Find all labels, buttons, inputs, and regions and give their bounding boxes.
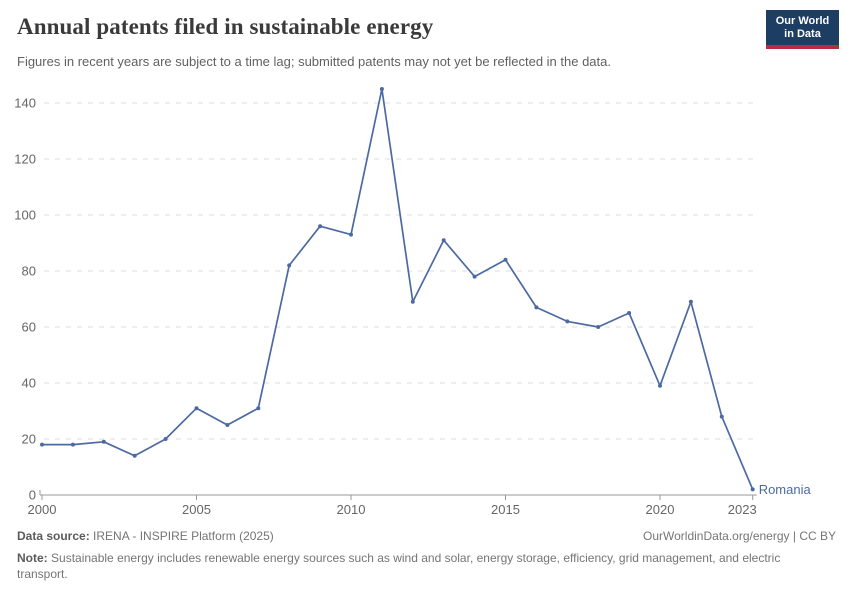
x-tick-label-2015: 2015 <box>491 502 520 517</box>
data-point-2001[interactable] <box>70 442 75 447</box>
data-point-2009[interactable] <box>318 224 323 229</box>
data-point-2012[interactable] <box>410 299 415 304</box>
y-tick-label-80: 80 <box>22 264 36 279</box>
owid-license-link[interactable]: OurWorldinData.org/energy | CC BY <box>643 529 836 543</box>
y-tick-label-40: 40 <box>22 376 36 391</box>
y-tick-label-60: 60 <box>22 320 36 335</box>
chart-plot-area[interactable]: 0 20 40 60 80 100 120 140 2000 2005 2010 2015 2020 20… <box>0 75 850 530</box>
note-label: Note: <box>17 551 48 565</box>
chart-footer: Data source: IRENA - INSPIRE Platform (2… <box>17 529 836 582</box>
page-title: Annual patents filed in sustainable ener… <box>17 14 434 39</box>
data-point-2000[interactable] <box>40 442 44 447</box>
y-tick-label-20: 20 <box>22 432 36 447</box>
x-tick-label-2023: 2023 <box>728 502 757 517</box>
data-point-2014[interactable] <box>472 274 477 279</box>
x-tick-label-2000: 2000 <box>28 502 57 517</box>
series-line-romania[interactable] <box>41 88 754 491</box>
x-tick-label-2020: 2020 <box>646 502 675 517</box>
entity-end-label[interactable]: Romania <box>759 482 812 497</box>
data-point-2018[interactable] <box>596 325 601 329</box>
data-point-2023[interactable] <box>750 487 755 492</box>
data-point-2015[interactable] <box>503 257 508 262</box>
y-tick-label-0: 0 <box>29 488 36 503</box>
data-point-2017[interactable] <box>565 319 570 324</box>
data-source-value: IRENA - INSPIRE Platform (2025) <box>93 529 274 543</box>
x-tick-label-2010: 2010 <box>337 502 366 517</box>
data-source-label: Data source: <box>17 529 90 543</box>
data-point-2011[interactable] <box>379 87 384 91</box>
data-point-2020[interactable] <box>658 383 662 388</box>
data-point-2010[interactable] <box>349 232 353 237</box>
data-source: Data source: IRENA - INSPIRE Platform (2… <box>17 529 274 543</box>
data-point-2006[interactable] <box>225 423 230 427</box>
x-tick-label-2005: 2005 <box>182 502 211 517</box>
line-chart-svg[interactable]: 0 20 40 60 80 100 120 140 2000 2005 2010 2015 2020 20… <box>0 75 850 530</box>
data-point-2004[interactable] <box>163 437 168 441</box>
chart-subtitle: Figures in recent years are subject to a… <box>17 54 611 69</box>
data-point-2007[interactable] <box>256 406 261 411</box>
data-point-2022[interactable] <box>719 414 724 419</box>
data-point-2019[interactable] <box>627 311 632 315</box>
owid-logo[interactable]: Our World in Data <box>766 10 839 49</box>
chart-note: Note: Sustainable energy includes renewa… <box>17 550 803 582</box>
owid-logo-line1: Our World <box>775 15 830 27</box>
note-value: Sustainable energy includes renewable en… <box>17 551 781 581</box>
data-point-2002[interactable] <box>101 439 106 444</box>
data-point-2008[interactable] <box>287 263 292 268</box>
data-point-2013[interactable] <box>441 238 446 243</box>
data-point-2003[interactable] <box>132 453 137 458</box>
y-tick-label-140: 140 <box>14 96 36 111</box>
y-tick-label-120: 120 <box>14 152 36 167</box>
owid-logo-line2: in Data <box>784 28 821 40</box>
data-point-2005[interactable] <box>194 406 199 411</box>
data-point-2016[interactable] <box>534 305 539 310</box>
y-tick-label-100: 100 <box>14 208 36 223</box>
data-point-2021[interactable] <box>688 299 693 304</box>
